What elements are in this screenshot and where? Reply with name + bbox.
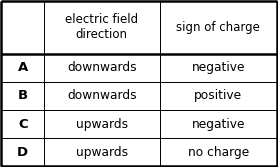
Bar <box>1 54 44 82</box>
Bar <box>160 54 277 82</box>
Text: no charge: no charge <box>187 146 249 159</box>
Bar <box>44 110 160 138</box>
Bar <box>160 1 277 54</box>
Text: A: A <box>18 61 28 74</box>
Bar <box>44 138 160 166</box>
Text: positive: positive <box>194 89 242 102</box>
Text: upwards: upwards <box>76 146 128 159</box>
Bar <box>1 1 44 54</box>
Bar <box>44 82 160 110</box>
Bar <box>160 82 277 110</box>
Bar <box>1 110 44 138</box>
Bar <box>1 138 44 166</box>
Bar <box>1 82 44 110</box>
Text: C: C <box>18 118 28 130</box>
Text: B: B <box>18 89 28 102</box>
Bar <box>160 138 277 166</box>
Text: downwards: downwards <box>67 89 137 102</box>
Text: negative: negative <box>191 61 245 74</box>
Text: upwards: upwards <box>76 118 128 130</box>
Bar <box>160 110 277 138</box>
Text: sign of charge: sign of charge <box>176 21 260 34</box>
Text: D: D <box>17 146 28 159</box>
Text: downwards: downwards <box>67 61 137 74</box>
Text: electric field
direction: electric field direction <box>65 13 138 41</box>
Bar <box>44 54 160 82</box>
Text: negative: negative <box>191 118 245 130</box>
Bar <box>44 1 160 54</box>
